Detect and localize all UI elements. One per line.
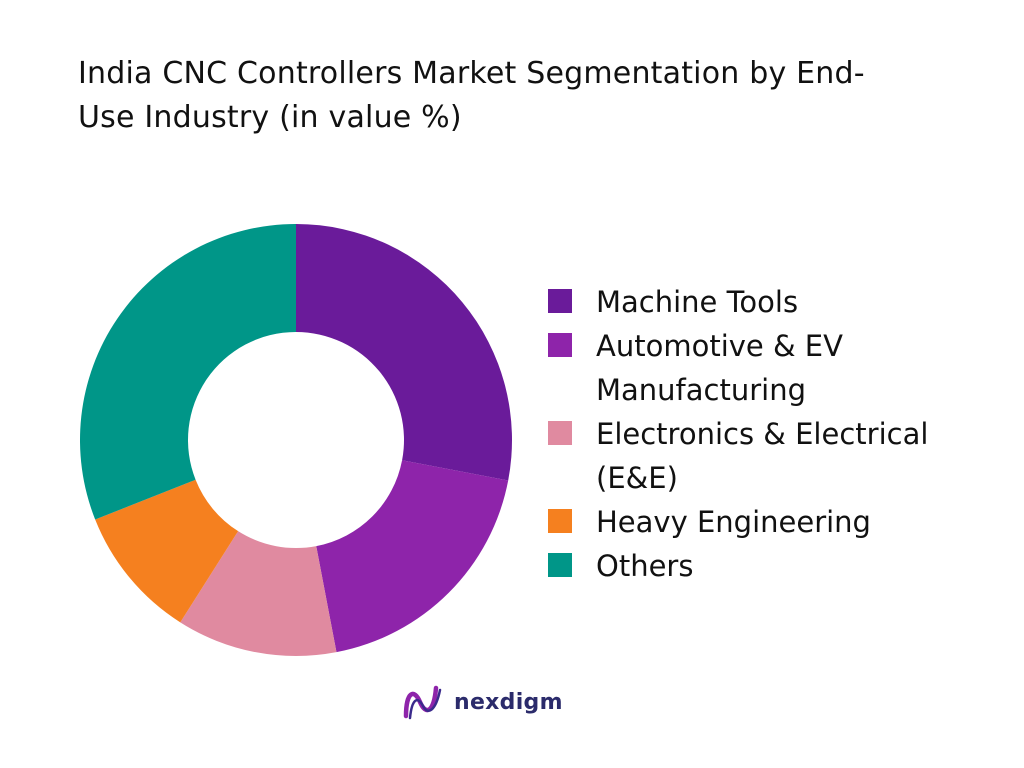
chart-title-line-1: India CNC Controllers Market Segmentatio…: [78, 56, 865, 91]
legend-item: Machine Tools: [548, 280, 988, 324]
legend-label: Heavy Engineering: [596, 505, 871, 539]
legend-swatch: [548, 289, 572, 313]
legend-item: Electronics & Electrical (E&E): [548, 412, 988, 500]
legend-swatch: [548, 509, 572, 533]
legend-label: Others: [596, 549, 694, 583]
donut-slice-heavy-engineering: [95, 479, 239, 623]
legend-label: Electronics & Electrical (E&E): [596, 417, 929, 495]
legend-item: Heavy Engineering: [548, 500, 988, 544]
legend-label: Automotive & EV Manufacturing: [596, 329, 843, 407]
donut-slice-automotive-ev-manufacturing: [316, 460, 509, 653]
chart-title-line-2: Use Industry (in value %): [78, 100, 462, 135]
legend-swatch: [548, 333, 572, 357]
brand-footer: nexdigm: [400, 680, 563, 724]
donut-slice-machine-tools: [296, 224, 512, 481]
legend-swatch: [548, 421, 572, 445]
brand-name: nexdigm: [454, 689, 563, 715]
chart-legend: Machine Tools Automotive & EV Manufacturi…: [548, 280, 988, 588]
donut-slice-others: [80, 224, 296, 520]
legend-swatch: [548, 553, 572, 577]
donut-slice-electronics-electrical-e-e: [180, 531, 337, 657]
legend-item: Automotive & EV Manufacturing: [548, 324, 988, 412]
chart-title: India CNC Controllers Market Segmentatio…: [78, 52, 978, 140]
legend-item: Others: [548, 544, 988, 588]
legend-label: Machine Tools: [596, 285, 799, 319]
nexdigm-logo-icon: [403, 685, 442, 720]
